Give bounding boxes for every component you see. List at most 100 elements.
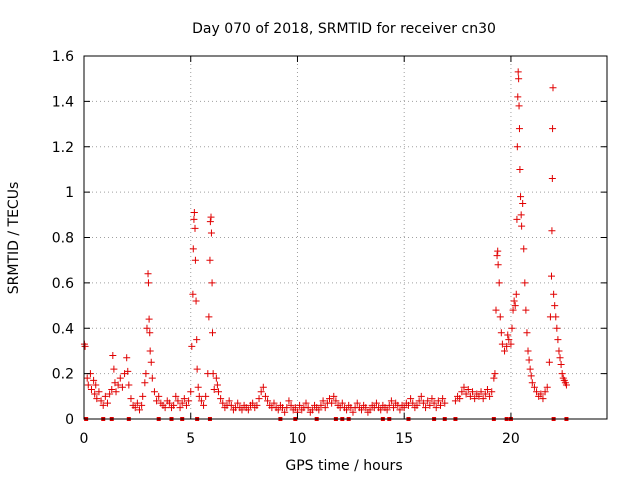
data-point [387, 397, 395, 405]
data-point [517, 193, 525, 201]
data-point [486, 392, 494, 400]
data-point [249, 399, 257, 407]
x-axis-title: GPS time / hours [285, 458, 402, 474]
data-point [317, 401, 325, 409]
data-point [417, 392, 425, 400]
data-point [90, 376, 98, 384]
data-point [556, 354, 564, 362]
data-point [492, 306, 500, 314]
y-tick-label: 0.4 [52, 321, 74, 337]
data-point [114, 381, 122, 389]
data-point [552, 313, 560, 321]
data-point [475, 392, 483, 400]
data-point [428, 395, 436, 403]
data-point [108, 386, 116, 394]
data-point [491, 370, 499, 378]
data-point [518, 222, 526, 230]
data-point [87, 386, 95, 394]
data-point [383, 406, 391, 414]
data-point [93, 395, 101, 403]
data-point [422, 404, 430, 412]
grid-lines [84, 56, 607, 419]
data-point [308, 406, 316, 414]
data-point [530, 383, 538, 391]
data-point [146, 347, 154, 355]
data-point [319, 397, 327, 405]
data-point [501, 347, 509, 355]
data-point [146, 329, 154, 337]
data-point [508, 324, 516, 332]
data-point [505, 336, 513, 344]
y-tick-label: 1.2 [52, 140, 74, 156]
data-point [439, 395, 447, 403]
data-point [259, 383, 267, 391]
data-point [497, 329, 505, 337]
data-point [493, 252, 501, 260]
x-tick-label: 20 [502, 431, 520, 447]
data-point [503, 342, 511, 350]
data-point [291, 404, 299, 412]
data-point [225, 397, 233, 405]
data-point [514, 93, 522, 101]
data-point [466, 392, 474, 400]
data-point [315, 406, 323, 414]
data-point [504, 331, 512, 339]
data-point [400, 404, 408, 412]
data-point [147, 358, 155, 366]
data-point [555, 347, 563, 355]
data-point [190, 209, 198, 217]
data-point [458, 388, 466, 396]
data-point [189, 245, 197, 253]
data-point [219, 399, 227, 407]
data-point [409, 399, 417, 407]
data-point [407, 395, 415, 403]
data-point [548, 175, 556, 183]
data-point [84, 381, 92, 389]
data-point [136, 406, 144, 414]
y-tick-label: 0.2 [52, 367, 74, 383]
data-point [141, 379, 149, 387]
data-point [81, 342, 89, 350]
data-point [144, 279, 152, 287]
data-point [514, 68, 522, 76]
data-point [210, 386, 218, 394]
data-point [515, 125, 523, 133]
data-point [227, 401, 235, 409]
data-point [207, 213, 215, 221]
data-point [404, 401, 412, 409]
data-point [554, 336, 562, 344]
data-point [521, 279, 529, 287]
data-point [112, 388, 120, 396]
data-point [101, 392, 109, 400]
axis-ticks: 0 5 10 15 20 0 0.2 0.4 0.6 0.8 1 1.2 1.4 1.6 [52, 49, 607, 447]
data-point [176, 404, 184, 412]
data-point [434, 397, 442, 405]
data-point [549, 84, 557, 92]
data-point [550, 290, 558, 298]
data-point [109, 351, 117, 359]
data-point [110, 365, 118, 373]
data-point [281, 408, 289, 416]
data-point [390, 404, 398, 412]
data-point [358, 406, 366, 414]
data-point [116, 374, 124, 382]
data-point [193, 336, 201, 344]
data-point [143, 324, 151, 332]
data-point [206, 218, 214, 226]
data-point [150, 388, 158, 396]
data-point [460, 383, 468, 391]
data-point [131, 404, 139, 412]
data-point [103, 399, 111, 407]
data-point [209, 370, 217, 378]
data-point [212, 374, 220, 382]
data-point [471, 395, 479, 403]
data-point [372, 399, 380, 407]
chart-title: Day 070 of 2018, SRMTID for receiver cn3… [192, 21, 496, 37]
data-point [191, 224, 199, 232]
data-point [213, 381, 221, 389]
data-point [462, 390, 470, 398]
data-point [330, 392, 338, 400]
data-point [541, 388, 549, 396]
data-point [528, 379, 536, 387]
data-point [195, 392, 203, 400]
